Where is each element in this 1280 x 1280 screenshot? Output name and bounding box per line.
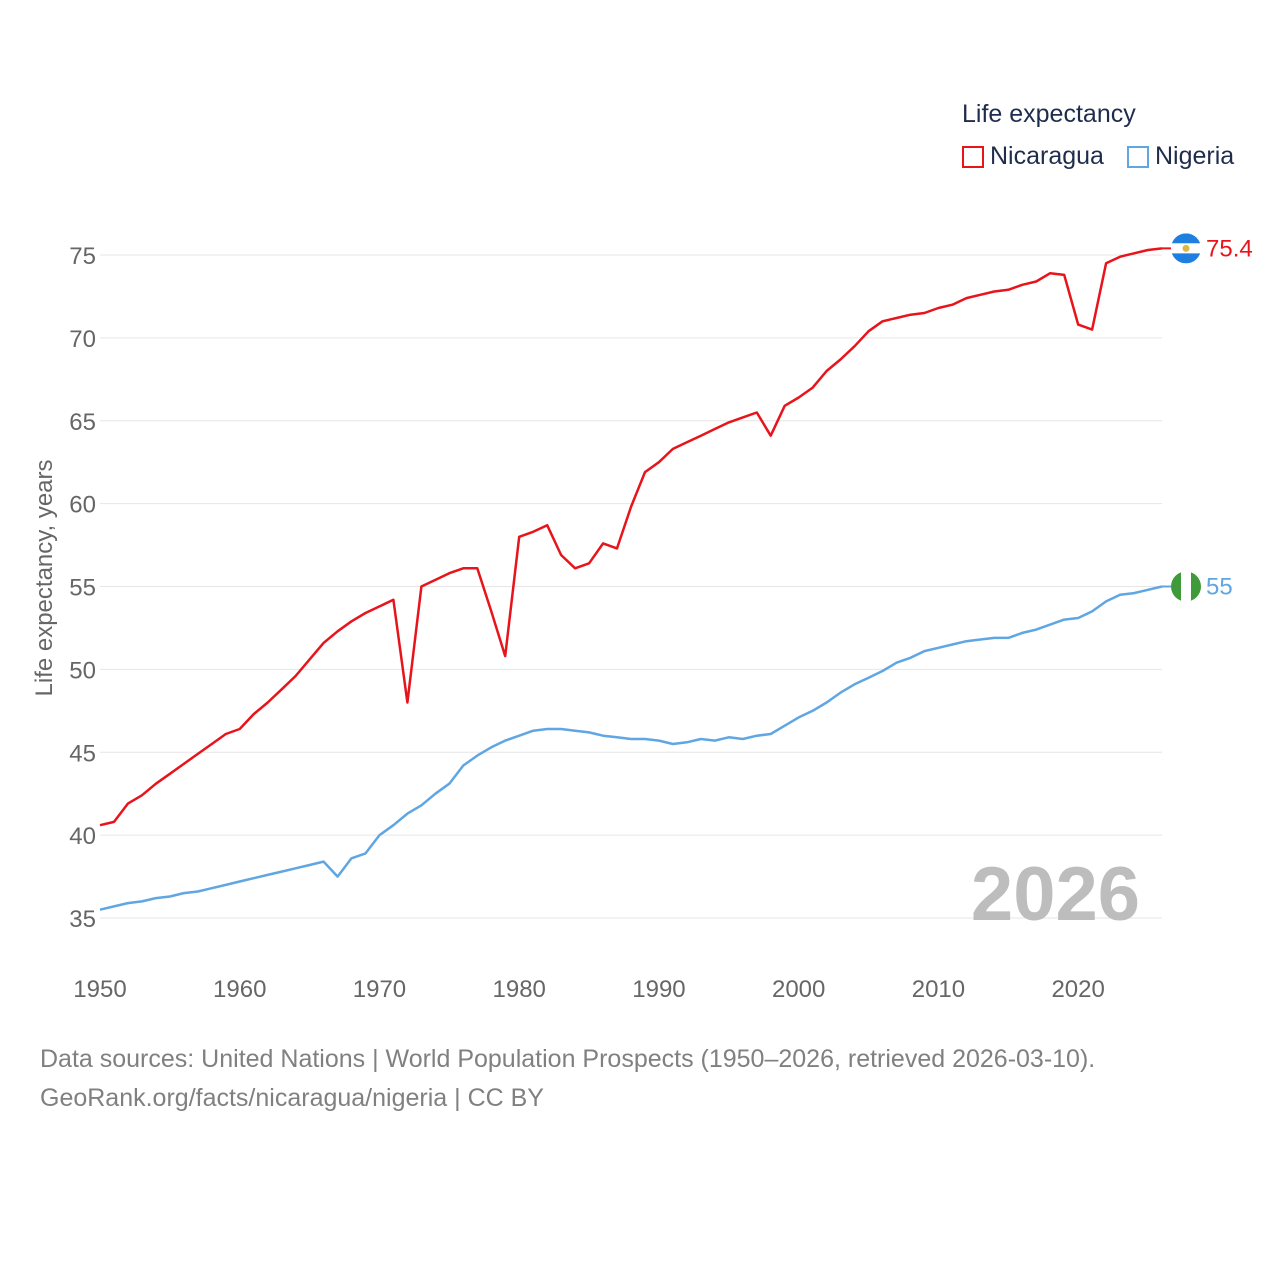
y-tick-labels: 35 40 45 50 55 60 65 70 75 — [69, 243, 96, 933]
y-tick-label: 60 — [69, 492, 96, 519]
series-line-nigeria[interactable] — [99, 585, 1163, 911]
x-tick-labels: 1950 1960 1970 1980 1990 2000 2010 2020 — [73, 976, 1105, 1003]
series-end-markers: 75.4 55 — [1162, 233, 1253, 602]
x-tick-label: 2020 — [1051, 976, 1104, 1003]
legend-label-nicaragua: Nicaragua — [990, 142, 1104, 170]
legend-swatch-nicaragua — [962, 145, 984, 168]
flag-nigeria-icon — [1171, 571, 1201, 602]
end-value-label-nicaragua: 75.4 — [1206, 235, 1253, 262]
y-tick-label: 40 — [69, 823, 96, 850]
x-tick-label: 1990 — [632, 976, 685, 1003]
y-tick-label: 65 — [69, 409, 96, 436]
legend-item-nicaragua[interactable]: Nicaragua — [962, 142, 1104, 171]
grid-lines — [100, 254, 1162, 919]
end-value-label-nigeria: 55 — [1206, 574, 1233, 601]
footer-credit[interactable]: GeoRank.org/facts/nicaragua/nigeria | CC… — [40, 1084, 544, 1112]
y-tick-label: 75 — [69, 243, 96, 270]
y-tick-label: 50 — [69, 657, 96, 684]
y-tick-label: 55 — [69, 575, 96, 602]
y-tick-label: 35 — [69, 906, 96, 933]
y-axis-label: Life expectancy, years — [31, 459, 58, 696]
series-line-nicaragua[interactable] — [99, 247, 1163, 827]
legend-title: Life expectancy — [962, 100, 1136, 128]
x-tick-label: 1970 — [353, 976, 406, 1003]
x-tick-label: 1980 — [493, 976, 546, 1003]
legend-swatch-nigeria — [1127, 145, 1149, 168]
y-tick-label: 45 — [69, 740, 96, 767]
y-tick-label: 70 — [69, 326, 96, 353]
legend-label-nigeria: Nigeria — [1155, 142, 1235, 170]
footer-sources: Data sources: United Nations | World Pop… — [40, 1045, 1096, 1073]
flag-nicaragua-icon — [1171, 233, 1201, 264]
series-lines — [99, 247, 1163, 911]
x-tick-label: 2010 — [912, 976, 965, 1003]
x-tick-label: 1950 — [73, 976, 126, 1003]
x-tick-label: 1960 — [213, 976, 266, 1003]
x-tick-label: 2000 — [772, 976, 825, 1003]
legend-item-nigeria[interactable]: Nigeria — [1127, 142, 1234, 171]
year-watermark: 2026 — [971, 852, 1140, 937]
